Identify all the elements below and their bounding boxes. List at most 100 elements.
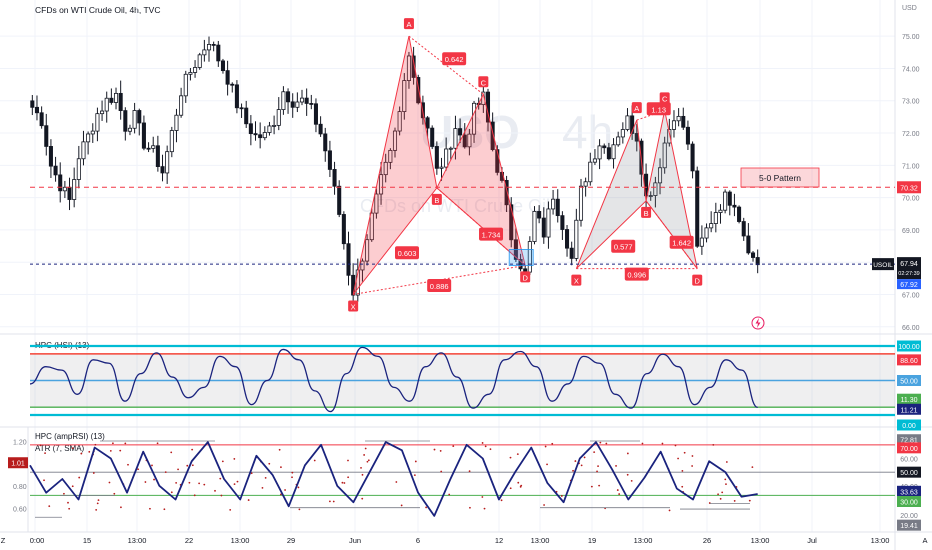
candle: [174, 114, 179, 131]
atr-dot: [347, 476, 350, 479]
point-box: [631, 102, 642, 114]
atr-dot: [108, 481, 111, 484]
atr-dot: [78, 476, 81, 479]
atr-dot: [220, 494, 223, 497]
left-current-text: 1.01: [11, 461, 25, 468]
atr-dot: [414, 460, 417, 463]
candle: [597, 145, 602, 160]
atr-dot: [572, 469, 574, 472]
atr-dot: [297, 486, 300, 489]
atr-dot: [543, 504, 545, 506]
candle: [211, 44, 216, 46]
candle: [723, 191, 728, 211]
candle: [430, 127, 435, 147]
candle: [44, 125, 49, 147]
atr-dot: [95, 508, 98, 511]
point-label: A: [406, 20, 411, 29]
atr-dot: [153, 478, 155, 481]
candle: [151, 145, 156, 149]
atr-dot: [127, 463, 129, 466]
candle: [267, 125, 272, 133]
candle: [462, 134, 467, 148]
candle: [304, 97, 309, 104]
candle: [606, 147, 611, 160]
atr-dot: [347, 459, 349, 462]
candle: [383, 161, 388, 176]
candle: [53, 165, 58, 176]
atr-dot: [109, 449, 112, 452]
hsi-line: [29, 346, 758, 413]
atr-dot: [80, 452, 83, 455]
atr-dot: [193, 494, 196, 497]
candle: [30, 100, 35, 108]
hsi-tag: [897, 403, 921, 415]
price-tick: 74.00: [902, 66, 920, 73]
candle: [202, 49, 207, 56]
atr-dot: [137, 468, 140, 471]
time-tick: 15: [83, 536, 91, 545]
candle: [681, 115, 686, 128]
candle: [746, 235, 751, 254]
candle: [365, 239, 370, 262]
candle: [727, 191, 732, 206]
candle: [588, 161, 593, 183]
symbol-tag: [872, 258, 894, 271]
candle: [741, 221, 746, 237]
candle: [118, 92, 123, 112]
ratio-box: [442, 52, 467, 66]
price-tick: 75.00: [902, 34, 920, 41]
time-tick: 19: [588, 536, 596, 545]
last-price-tag: [897, 257, 921, 280]
hsi-tag-text: 50.00: [900, 379, 918, 386]
time-tick: 22: [185, 536, 193, 545]
candle: [397, 111, 402, 132]
rsi-tag: [897, 485, 921, 497]
atr-dot: [264, 476, 267, 479]
atr-dot: [468, 470, 471, 473]
atr-dot: [188, 481, 191, 484]
atr-dot: [725, 461, 728, 463]
grid: [0, 0, 895, 532]
atr-dot: [279, 493, 282, 496]
candle: [602, 145, 607, 149]
candle: [616, 136, 621, 146]
candle: [146, 147, 151, 150]
candle: [193, 67, 198, 73]
ratio-box: [646, 102, 671, 116]
lightning-icon[interactable]: [751, 316, 765, 330]
candle: [732, 204, 737, 208]
candle: [132, 110, 137, 129]
candle: [327, 150, 332, 170]
candle: [127, 127, 132, 132]
candle: [718, 209, 723, 213]
time-tick: 6: [416, 536, 420, 545]
left-tick: 0.60: [13, 506, 27, 513]
candle: [76, 158, 81, 180]
point-box: [641, 206, 652, 218]
candle: [699, 237, 704, 247]
atr-dot: [191, 448, 194, 451]
ratio-box: [611, 239, 636, 253]
atr-dot: [364, 447, 367, 450]
atr-dot: [583, 456, 586, 459]
atr-dot: [363, 454, 366, 456]
atr-dot: [163, 508, 166, 511]
candle: [662, 142, 667, 169]
time-tick: Z: [1, 536, 6, 545]
candle: [439, 166, 444, 169]
price-scale[interactable]: USD75.0074.0073.0072.0071.0070.0069.0068…: [872, 5, 921, 531]
candle: [197, 54, 202, 68]
atr-dot: [717, 493, 719, 496]
time-axis[interactable]: Z 0:00 15 13:00 22 13:00 29 Jun 6 12 13:00 19 13:00 2…: [1, 536, 928, 545]
candle: [750, 252, 756, 258]
candle: [67, 186, 72, 200]
candle: [611, 144, 616, 160]
time-tick: 12: [495, 536, 503, 545]
candle: [467, 133, 472, 148]
price-tick: 66.00: [902, 325, 920, 332]
point-label: C: [662, 94, 668, 103]
atr-dot: [641, 442, 644, 445]
atr-dot: [233, 483, 236, 486]
atr-dot: [596, 470, 598, 473]
atr-dot: [681, 485, 684, 488]
